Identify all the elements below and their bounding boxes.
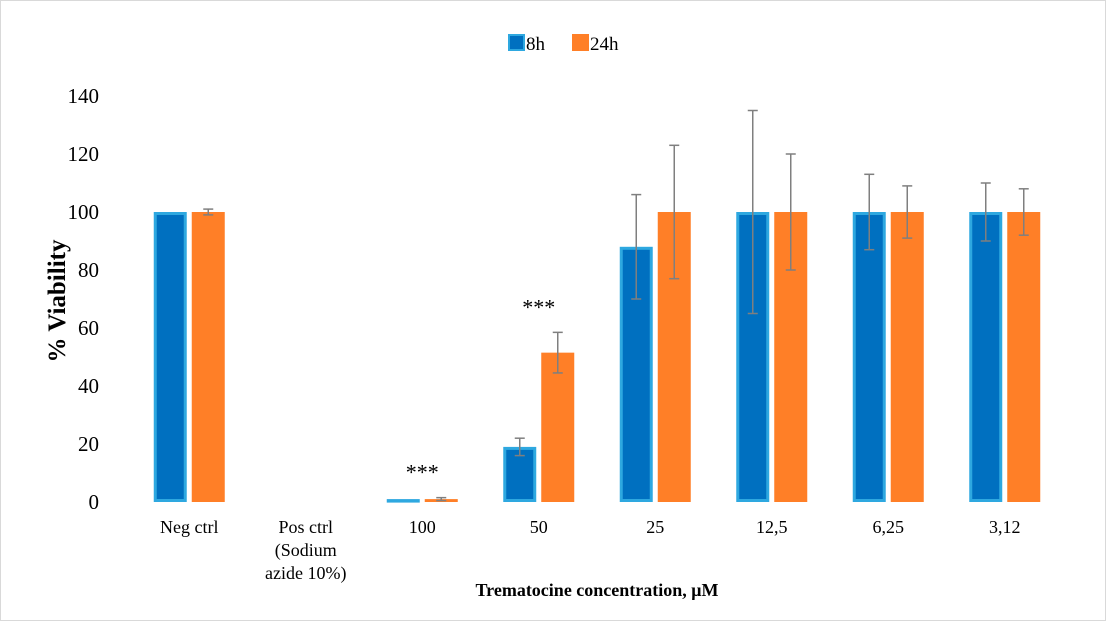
- x-tick-label: 25: [646, 517, 664, 537]
- legend-label-8h: 8h: [526, 34, 546, 55]
- y-tick-label: 40: [78, 374, 99, 398]
- x-axis-categories: Neg ctrl Pos ctrl (Sodium azide 10%) 100 50 25…: [160, 517, 1020, 584]
- x-tick-label: 12,5: [756, 517, 788, 537]
- x-tick-label: Pos ctrl (Sodium azide 10%): [265, 517, 346, 584]
- legend-swatch-8h: [508, 34, 525, 51]
- y-axis-label: % Viability: [44, 239, 71, 362]
- x-axis-label: Trematocine concentration, μM: [476, 580, 719, 600]
- bar-8h-0: [153, 212, 187, 502]
- bar-24h-3: [541, 352, 575, 502]
- significance-label: ***: [406, 460, 439, 485]
- bar-24h-6: [890, 212, 924, 502]
- bar-8h-7: [969, 212, 1003, 502]
- x-tick-label: 6,25: [873, 517, 905, 537]
- bar-8h-6: [852, 212, 886, 502]
- x-tick-label: Neg ctrl: [160, 517, 218, 537]
- y-tick-label: 0: [89, 490, 100, 514]
- y-axis-ticks: 0 20 40 60 80 100 120 140: [68, 84, 100, 514]
- y-tick-label: 80: [78, 258, 99, 282]
- bars: [153, 212, 1041, 503]
- error-bars: [203, 109, 1029, 502]
- x-tick-label: 50: [530, 517, 548, 537]
- legend-swatch-24h: [572, 34, 589, 51]
- legend-label-24h: 24h: [590, 34, 619, 55]
- bar-24h-7: [1007, 212, 1041, 502]
- y-tick-label: 20: [78, 432, 99, 456]
- significance-label: ***: [522, 294, 555, 319]
- x-tick-label: 3,12: [989, 517, 1021, 537]
- y-tick-label: 100: [68, 200, 100, 224]
- y-tick-label: 140: [68, 84, 100, 108]
- annotations: *** ***: [406, 294, 556, 484]
- bar-24h-0: [191, 212, 225, 502]
- y-tick-label: 60: [78, 316, 99, 340]
- x-tick-label: 100: [409, 517, 436, 537]
- y-tick-label: 120: [68, 142, 100, 166]
- bar-8h-2: [386, 499, 420, 503]
- legend: 8h 24h: [508, 34, 619, 55]
